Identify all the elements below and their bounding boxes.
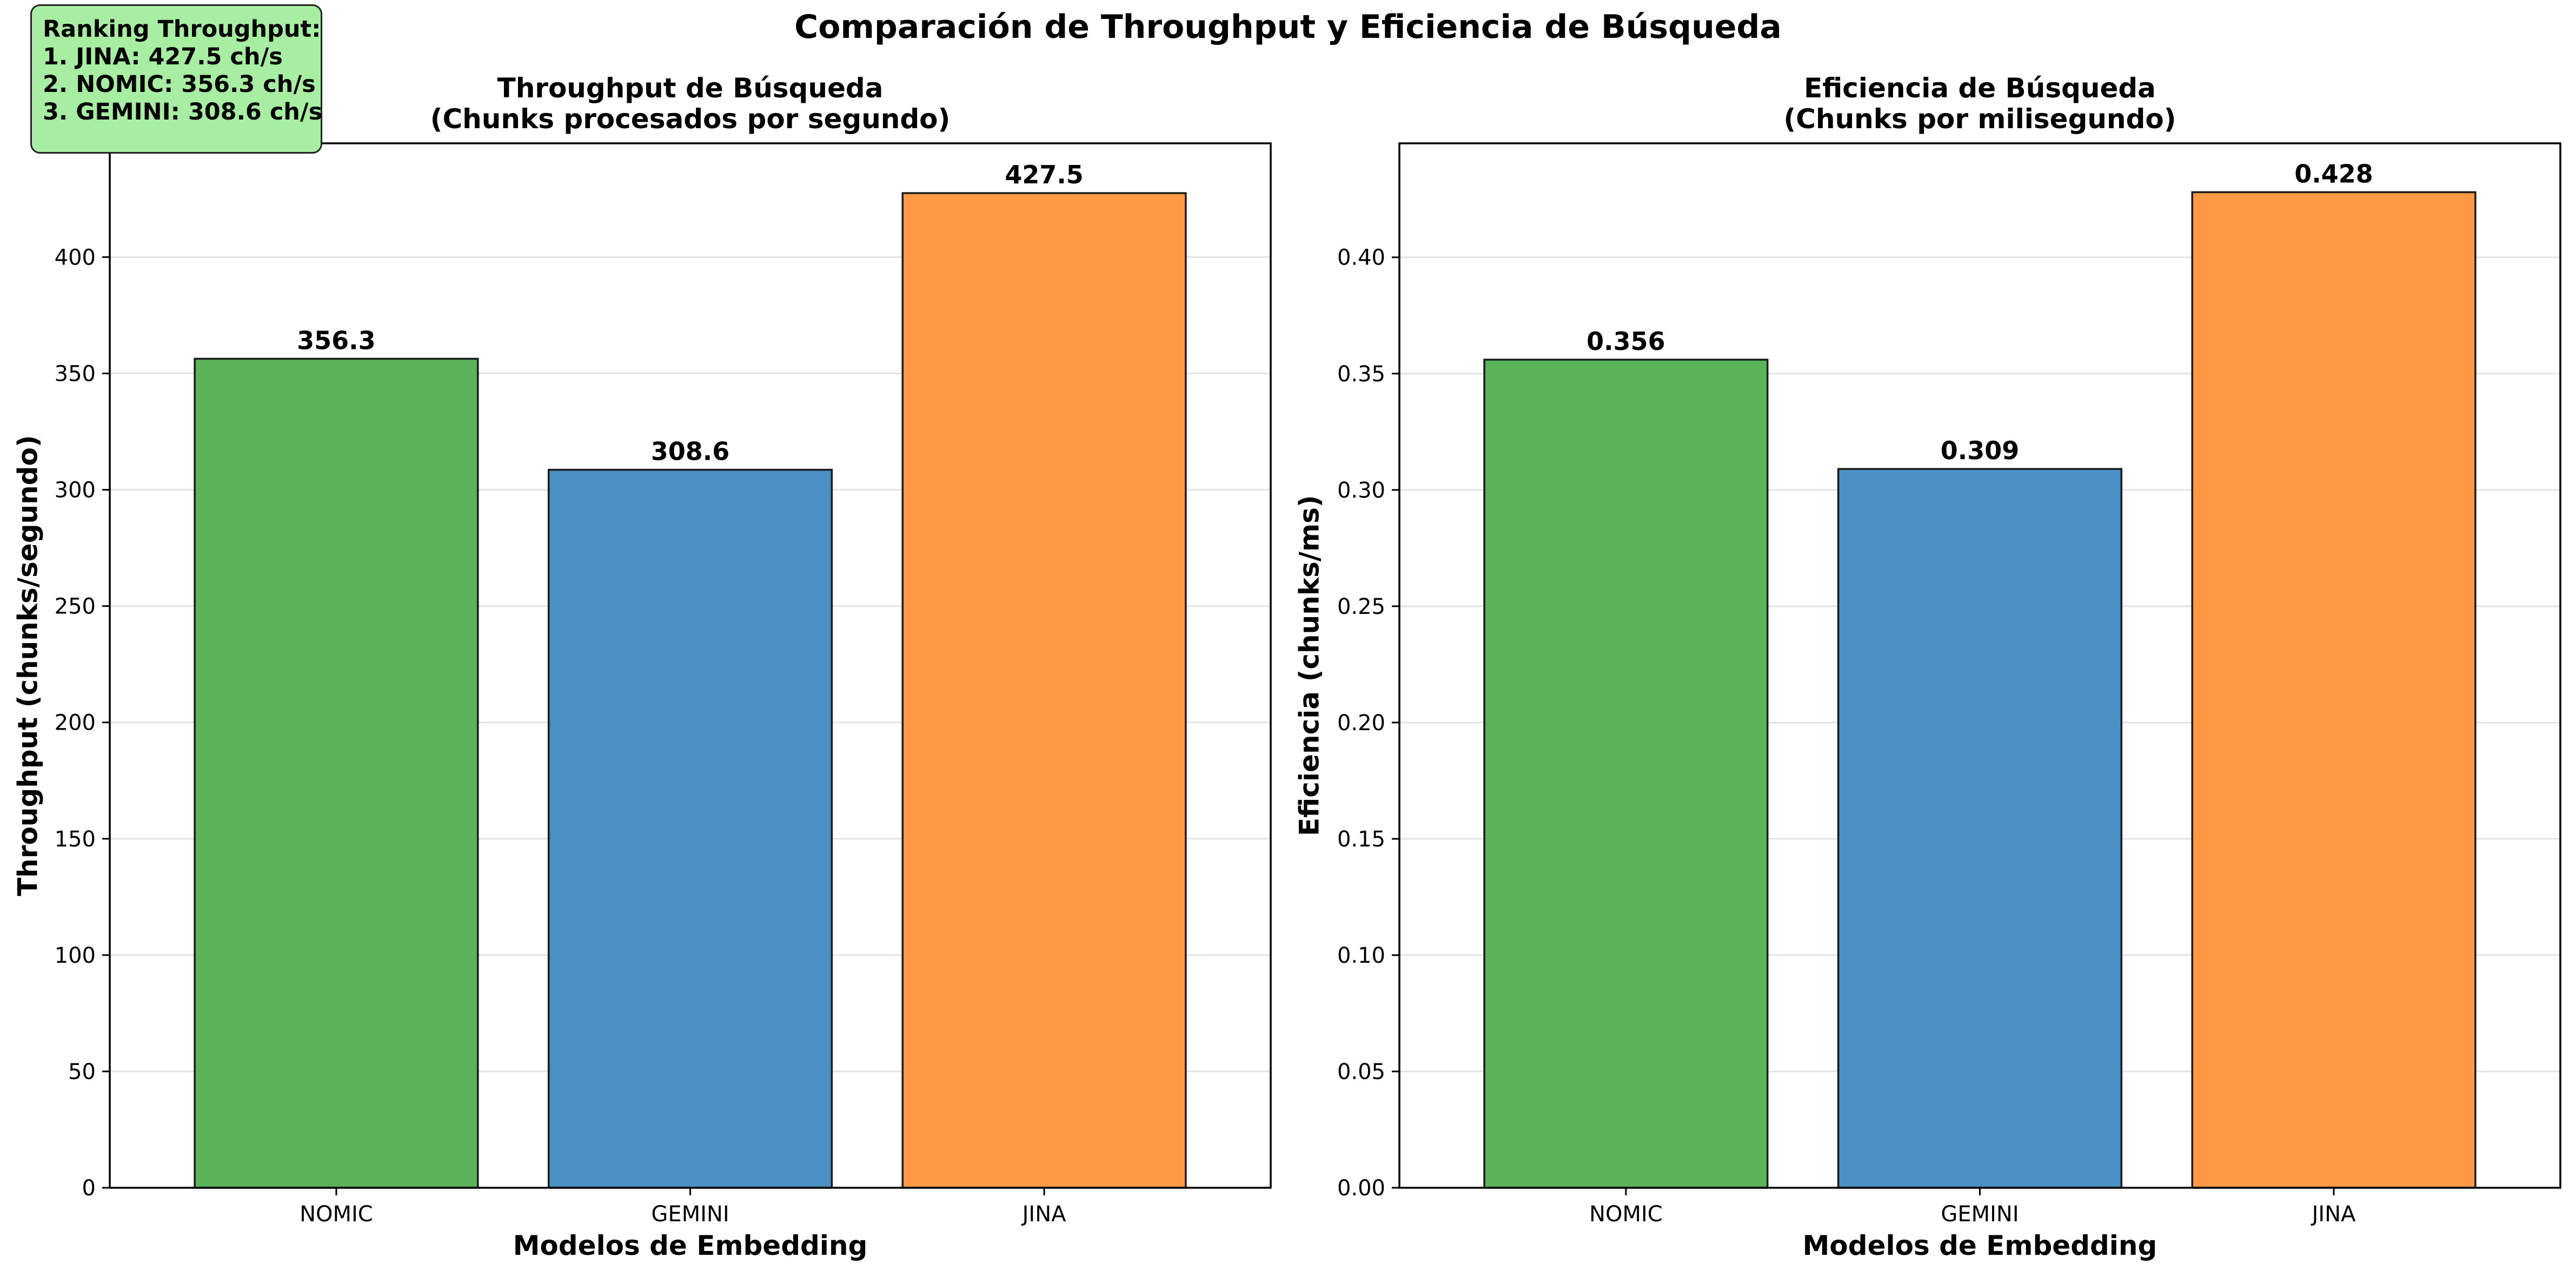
throughput-bar-gemini: [547, 468, 833, 1189]
efficiency-ytick-label: 0.40: [1337, 246, 1385, 270]
efficiency-bar-nomic: [1483, 359, 1769, 1189]
efficiency-ytick-label: 0.10: [1337, 943, 1385, 968]
throughput-chart: 356.3 308.6 427.5 0 50 100 150 200 250 300 350 400 N…: [12, 72, 1272, 1261]
throughput-ytick-label: 200: [55, 711, 96, 736]
efficiency-ylabel: Eficiencia (chunks/ms): [1294, 495, 1325, 836]
throughput-ytick-label: 250: [55, 594, 96, 619]
throughput-xtick-label: NOMIC: [300, 1202, 373, 1227]
throughput-value-label: 308.6: [651, 437, 730, 466]
throughput-bar-jina: [901, 192, 1187, 1189]
efficiency-ytick-label: 0.15: [1337, 827, 1385, 852]
throughput-ytick-label: 400: [55, 245, 96, 270]
efficiency-ytick-label: 0.35: [1337, 362, 1385, 387]
efficiency-bar-jina: [2191, 191, 2477, 1189]
throughput-value-label: 356.3: [297, 326, 376, 355]
ranking-line-1: 1. JINA: 427.5 ch/s: [43, 43, 283, 70]
throughput-bar-nomic: [194, 358, 479, 1189]
efficiency-xtick-label: GEMINI: [1941, 1202, 2019, 1227]
throughput-ytick-label: 0: [82, 1176, 96, 1201]
efficiency-value-label: 0.428: [2294, 159, 2373, 188]
efficiency-ytick-label: 0.30: [1337, 478, 1385, 503]
throughput-xtick-label: GEMINI: [651, 1202, 729, 1227]
figure-suptitle: Comparación de Throughput y Eficiencia d…: [794, 8, 1782, 46]
efficiency-ytick-label: 0.25: [1337, 594, 1385, 619]
throughput-xtick-label: JINA: [1021, 1202, 1067, 1227]
throughput-ylabel: Throughput (chunks/segundo): [12, 435, 44, 896]
throughput-xlabel: Modelos de Embedding: [513, 1230, 868, 1261]
throughput-ytick-label: 100: [55, 943, 96, 968]
ranking-line-3: 3. GEMINI: 308.6 ch/s: [43, 98, 323, 125]
efficiency-value-label: 0.309: [1941, 436, 2020, 465]
efficiency-title-line-1: Eficiencia de Búsqueda: [1804, 72, 2156, 104]
efficiency-ytick-label: 0.20: [1337, 711, 1385, 736]
efficiency-ytick-label: 0.00: [1337, 1176, 1385, 1201]
efficiency-xtick-label: NOMIC: [1589, 1202, 1663, 1227]
throughput-ytick-label: 350: [55, 361, 96, 386]
ranking-line-2: 2. NOMIC: 356.3 ch/s: [43, 71, 316, 98]
ranking-title: Ranking Throughput:: [43, 16, 321, 43]
efficiency-value-label: 0.356: [1586, 327, 1665, 356]
throughput-ytick-label: 50: [68, 1060, 96, 1084]
throughput-ytick-label: 150: [55, 827, 96, 852]
efficiency-chart: 0.356 0.309 0.428 0.00 0.05 0.10 0.15 0.20 0.25 0…: [1294, 72, 2561, 1261]
efficiency-ytick-label: 0.05: [1337, 1060, 1385, 1084]
efficiency-title-line-2: (Chunks por milisegundo): [1783, 103, 2176, 135]
throughput-title-line-2: (Chunks procesados por segundo): [430, 103, 951, 135]
efficiency-bar-gemini: [1837, 468, 2123, 1189]
efficiency-xlabel: Modelos de Embedding: [1803, 1230, 2157, 1261]
throughput-ytick-label: 300: [55, 478, 96, 503]
ranking-box: Ranking Throughput: 1. JINA: 427.5 ch/s …: [30, 4, 322, 154]
efficiency-xtick-label: JINA: [2311, 1202, 2356, 1227]
throughput-value-label: 427.5: [1005, 160, 1084, 189]
throughput-title-line-1: Throughput de Búsqueda: [497, 72, 884, 104]
